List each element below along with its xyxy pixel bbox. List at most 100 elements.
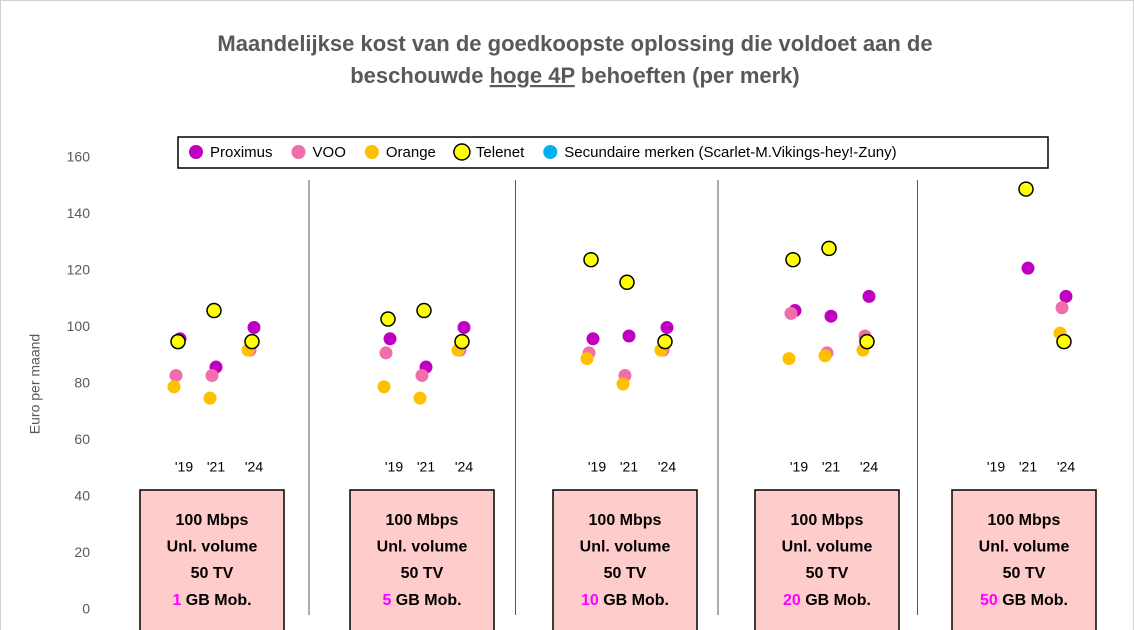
data-point (416, 302, 432, 319)
group-box (552, 489, 698, 630)
data-point (583, 251, 599, 268)
box-line: Unl. volume (377, 539, 468, 556)
year-label: '21 (207, 459, 225, 475)
box-line: 5 GB Mob. (382, 592, 461, 609)
group-box (349, 489, 495, 630)
mob-value: 50 (980, 592, 998, 609)
legend-label: Secundaire merken (Scarlet-M.Vikings-hey… (564, 144, 896, 161)
box-line: Unl. volume (979, 539, 1070, 556)
box-line: 50 TV (191, 565, 234, 582)
box-line: 10 GB Mob. (581, 592, 669, 609)
year-label: '21 (822, 459, 840, 475)
year-label: '21 (1019, 459, 1037, 475)
data-point (383, 332, 397, 346)
data-point (377, 380, 391, 394)
data-point (859, 333, 875, 350)
data-point (415, 369, 429, 383)
y-tick-label: 20 (74, 544, 90, 560)
mob-value: 20 (783, 592, 801, 609)
year-label: '19 (790, 459, 808, 475)
data-point (380, 311, 396, 327)
title-part: hoge 4P (490, 63, 575, 88)
legend-marker (189, 145, 203, 159)
legend-box (177, 136, 1049, 169)
data-point (657, 333, 673, 350)
data-point (244, 333, 260, 350)
year-label: '21 (417, 459, 435, 475)
box-line: 100 Mbps (176, 512, 249, 529)
data-point (862, 289, 876, 303)
year-label: '24 (245, 459, 263, 475)
year-label: '24 (658, 459, 676, 475)
box-line: 50 TV (401, 565, 444, 582)
data-point (206, 302, 222, 319)
group-box (139, 489, 285, 630)
year-label: '19 (385, 459, 403, 475)
chart-title: beschouwde hoge 4P behoeften (per merk) (350, 63, 800, 88)
y-tick-label: 0 (82, 601, 90, 617)
year-label: '19 (175, 459, 193, 475)
legend-marker (453, 143, 471, 161)
data-point (457, 321, 471, 334)
legend-marker (364, 145, 379, 159)
data-point (622, 329, 636, 343)
y-tick-label: 140 (67, 205, 91, 221)
group-box (754, 489, 900, 630)
mob-value: 10 (581, 592, 599, 609)
mob-unit: GB Mob. (805, 592, 871, 609)
box-line: 100 Mbps (988, 512, 1061, 529)
box-line: 100 Mbps (791, 512, 864, 529)
box-line: 1 GB Mob. (172, 592, 251, 609)
data-point (170, 333, 186, 350)
data-point (785, 251, 801, 268)
data-point (203, 391, 217, 405)
year-label: '19 (987, 459, 1005, 475)
legend-label: Telenet (476, 144, 525, 161)
mob-value: 1 (172, 592, 181, 609)
data-point (167, 380, 181, 394)
legend-label: Orange (386, 144, 436, 161)
data-point (379, 346, 393, 360)
data-point (824, 309, 838, 323)
box-line: Unl. volume (167, 539, 258, 556)
legend-marker (291, 145, 306, 159)
year-label: '21 (620, 459, 638, 475)
data-point (784, 306, 798, 320)
mob-unit: GB Mob. (186, 592, 252, 609)
box-line: Unl. volume (580, 539, 671, 556)
box-line: 100 Mbps (589, 512, 662, 529)
data-point (169, 369, 183, 383)
data-point (818, 349, 832, 363)
data-point (782, 352, 796, 366)
y-axis-label: Euro per maand (27, 334, 43, 434)
y-tick-label: 160 (67, 149, 91, 165)
data-point (413, 391, 427, 405)
box-line: 50 GB Mob. (980, 592, 1068, 609)
data-point (454, 333, 470, 350)
data-point (1055, 301, 1069, 315)
year-label: '24 (1057, 459, 1075, 475)
legend-label: VOO (313, 144, 346, 161)
data-point (619, 274, 635, 291)
box-line: 20 GB Mob. (783, 592, 871, 609)
title-part: behoeften (per merk) (581, 63, 800, 88)
y-tick-label: 100 (67, 318, 91, 334)
legend-label: Proximus (210, 144, 273, 161)
data-point (205, 369, 219, 383)
box-line: 50 TV (806, 565, 849, 582)
year-label: '24 (455, 459, 473, 475)
mob-unit: GB Mob. (603, 592, 669, 609)
mob-unit: GB Mob. (396, 592, 462, 609)
data-point (660, 321, 674, 334)
y-tick-label: 40 (74, 488, 90, 504)
data-point (586, 332, 600, 346)
y-tick-label: 60 (74, 431, 90, 447)
title-part: beschouwde (350, 63, 483, 88)
data-point (821, 240, 837, 257)
box-line: 50 TV (604, 565, 647, 582)
y-tick-label: 120 (67, 262, 91, 278)
legend-marker (543, 145, 558, 159)
data-point (1056, 333, 1072, 350)
